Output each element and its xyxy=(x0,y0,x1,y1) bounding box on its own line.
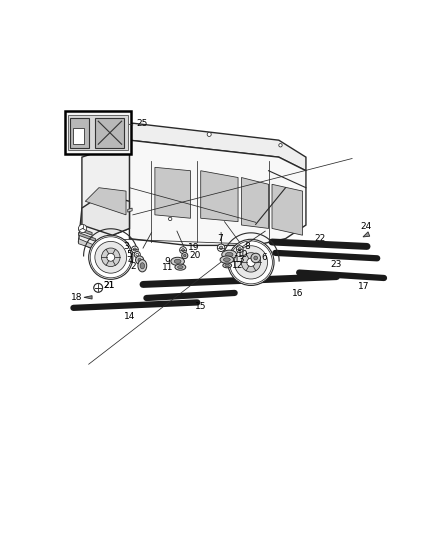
Polygon shape xyxy=(241,177,268,229)
Ellipse shape xyxy=(226,252,233,257)
Polygon shape xyxy=(363,232,370,237)
Polygon shape xyxy=(272,184,303,235)
Text: 23: 23 xyxy=(331,260,342,269)
Polygon shape xyxy=(78,140,130,252)
Text: 12: 12 xyxy=(232,261,244,270)
Polygon shape xyxy=(78,228,92,235)
Ellipse shape xyxy=(223,263,232,268)
Text: 25: 25 xyxy=(136,119,148,128)
Circle shape xyxy=(96,286,100,289)
Circle shape xyxy=(182,253,188,259)
Ellipse shape xyxy=(140,263,145,269)
Text: 8: 8 xyxy=(244,242,250,251)
Circle shape xyxy=(180,247,187,254)
Ellipse shape xyxy=(225,264,230,266)
Text: 16: 16 xyxy=(293,288,304,297)
Text: 18: 18 xyxy=(71,293,83,302)
Polygon shape xyxy=(113,123,306,171)
Text: 20: 20 xyxy=(189,251,201,260)
Circle shape xyxy=(88,235,133,279)
Text: 24: 24 xyxy=(361,222,372,231)
Polygon shape xyxy=(78,232,95,241)
Text: 7: 7 xyxy=(218,235,223,244)
Bar xyxy=(70,118,88,148)
Text: 3: 3 xyxy=(124,243,130,251)
Circle shape xyxy=(217,244,225,252)
Ellipse shape xyxy=(171,257,184,265)
Polygon shape xyxy=(85,188,126,215)
Text: 4: 4 xyxy=(128,256,134,265)
Text: 14: 14 xyxy=(124,312,135,321)
Circle shape xyxy=(241,253,261,272)
Circle shape xyxy=(219,246,223,249)
Text: 21: 21 xyxy=(103,281,115,290)
Circle shape xyxy=(247,258,255,266)
Bar xyxy=(67,115,128,150)
Polygon shape xyxy=(78,239,99,251)
Circle shape xyxy=(131,246,138,253)
Circle shape xyxy=(169,217,172,221)
Circle shape xyxy=(94,284,102,292)
Text: 9: 9 xyxy=(164,257,170,266)
Text: 13: 13 xyxy=(234,255,246,264)
Polygon shape xyxy=(128,208,132,212)
Polygon shape xyxy=(84,296,92,299)
Ellipse shape xyxy=(220,256,233,263)
Bar xyxy=(65,111,131,154)
Circle shape xyxy=(102,248,120,266)
Circle shape xyxy=(135,256,144,264)
Text: 21: 21 xyxy=(103,281,115,290)
Ellipse shape xyxy=(175,264,186,270)
Circle shape xyxy=(107,253,115,261)
Circle shape xyxy=(279,143,282,147)
Polygon shape xyxy=(155,167,191,218)
Circle shape xyxy=(237,246,243,253)
Text: 19: 19 xyxy=(187,243,199,252)
Circle shape xyxy=(234,246,268,279)
Text: 10: 10 xyxy=(237,250,249,259)
Text: 15: 15 xyxy=(195,302,206,311)
Circle shape xyxy=(94,284,102,292)
Circle shape xyxy=(254,256,258,260)
Circle shape xyxy=(207,132,211,136)
Text: 17: 17 xyxy=(358,282,369,291)
Polygon shape xyxy=(130,140,306,245)
Bar xyxy=(95,118,124,148)
Circle shape xyxy=(134,252,140,257)
Text: 2: 2 xyxy=(131,262,136,271)
Circle shape xyxy=(184,254,186,257)
Text: 22: 22 xyxy=(314,234,325,243)
Text: 6: 6 xyxy=(261,254,267,262)
Bar xyxy=(73,128,84,144)
Ellipse shape xyxy=(174,260,181,263)
Circle shape xyxy=(95,241,127,273)
Circle shape xyxy=(238,248,241,251)
Ellipse shape xyxy=(222,250,237,259)
Text: 11: 11 xyxy=(162,263,173,272)
Circle shape xyxy=(251,253,261,263)
Circle shape xyxy=(181,248,184,252)
Ellipse shape xyxy=(178,265,183,269)
Circle shape xyxy=(138,259,141,262)
Polygon shape xyxy=(82,195,130,235)
Circle shape xyxy=(228,239,274,286)
Text: 5: 5 xyxy=(126,250,132,259)
Polygon shape xyxy=(201,171,238,222)
Circle shape xyxy=(133,248,136,251)
Ellipse shape xyxy=(138,260,147,272)
Circle shape xyxy=(78,224,87,232)
Ellipse shape xyxy=(223,258,230,262)
